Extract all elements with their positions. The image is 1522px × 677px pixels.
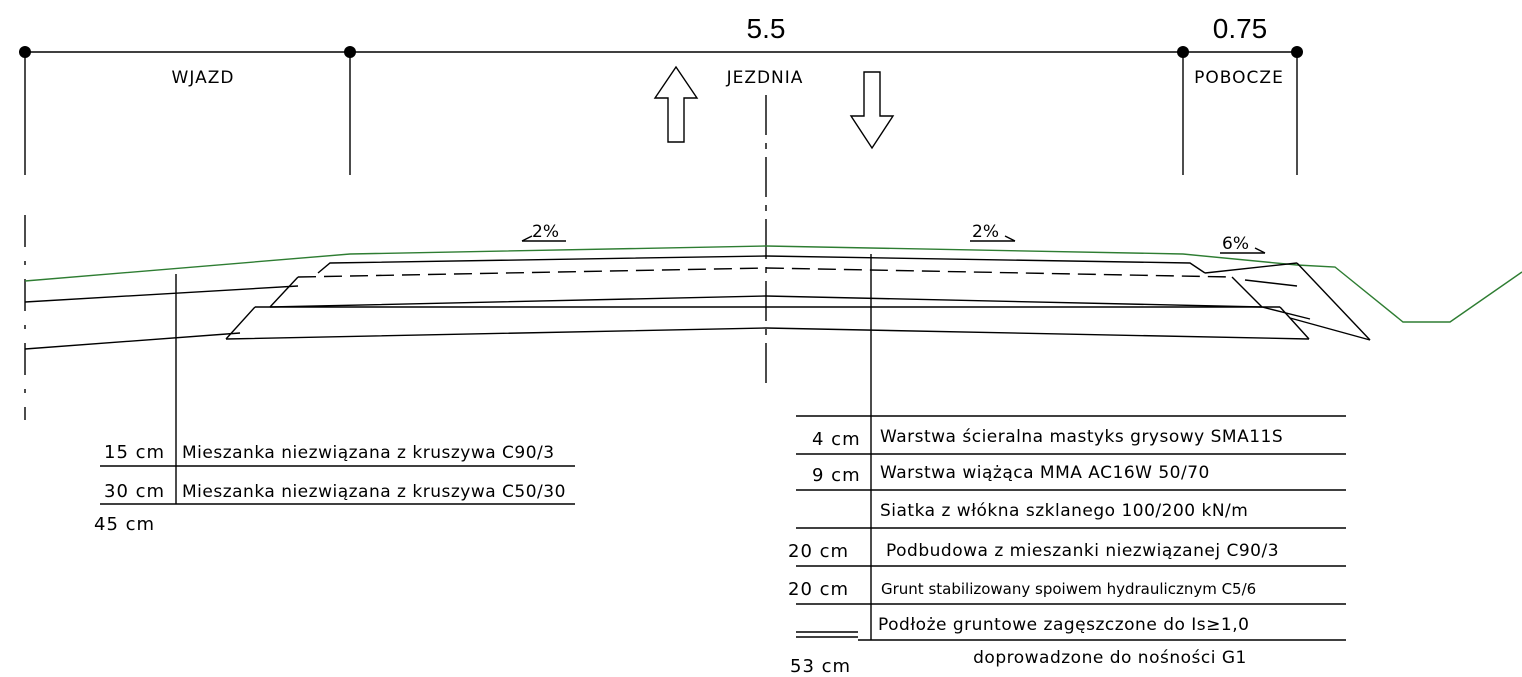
left-layer-2-description: Mieszanka niezwiązana z kruszywa C50/30: [182, 482, 566, 502]
left-layer-1-thickness: 15 cm: [104, 442, 165, 463]
left-layer-1-description: Mieszanka niezwiązana z kruszywa C90/3: [182, 443, 555, 463]
right-layer-2-thickness: 9 cm: [812, 465, 861, 486]
arrow-up-icon: [653, 65, 699, 143]
right-layer-3-description: Siatka z włókna szklanego 100/200 kN/m: [880, 501, 1248, 521]
right-layer-1-thickness: 4 cm: [812, 429, 861, 450]
slope-left-label: 2%: [521, 222, 566, 242]
slope-shoulder-text: 6%: [1222, 234, 1249, 254]
zone-carriageway-label: JEZDNIA: [726, 68, 804, 88]
arrow-down-icon: [849, 71, 895, 150]
right-total-thickness: 53 cm: [790, 656, 851, 677]
slope-left-text: 2%: [532, 222, 559, 242]
shoulder-width-label: 0.75: [1213, 13, 1268, 44]
slope-right-text: 2%: [972, 222, 999, 242]
right-layer-5-description: Grunt stabilizowany spoiwem hydrauliczny…: [881, 580, 1256, 598]
slope-shoulder-label: 6%: [1220, 234, 1266, 254]
right-layer-6-description: Podłoże gruntowe zagęszczone do Is≥1,0: [878, 615, 1249, 635]
right-layer-5-thickness: 20 cm: [788, 579, 849, 600]
zone-entry-label: WJAZD: [172, 68, 235, 88]
zone-shoulder-label: POBOCZE: [1194, 68, 1284, 88]
left-total-thickness: 45 cm: [94, 514, 155, 535]
carriageway-width-label: 5.5: [747, 13, 786, 44]
right-layer-1-description: Warstwa ścieralna mastyks grysowy SMA11S: [880, 427, 1283, 447]
left-layer-2-thickness: 30 cm: [104, 481, 165, 502]
right-layer-4-thickness: 20 cm: [788, 541, 849, 562]
right-structure-table: 4 cm Warstwa ścieralna mastyks grysowy S…: [788, 415, 1346, 677]
slope-right-label: 2%: [970, 222, 1016, 242]
pavement-layers: [24, 255, 1371, 350]
right-layer-2-description: Warstwa wiążąca MMA AC16W 50/70: [880, 463, 1210, 483]
right-layer-4-description: Podbudowa z mieszanki niezwiązanej C90/3: [886, 541, 1279, 561]
ground-surface-line: [24, 245, 1522, 323]
left-structure-table: 15 cm Mieszanka niezwiązana z kruszywa C…: [94, 442, 575, 535]
subgrade-note: doprowadzone do nośności G1: [973, 648, 1247, 668]
dimension-line: 5.5 0.75: [19, 13, 1303, 175]
